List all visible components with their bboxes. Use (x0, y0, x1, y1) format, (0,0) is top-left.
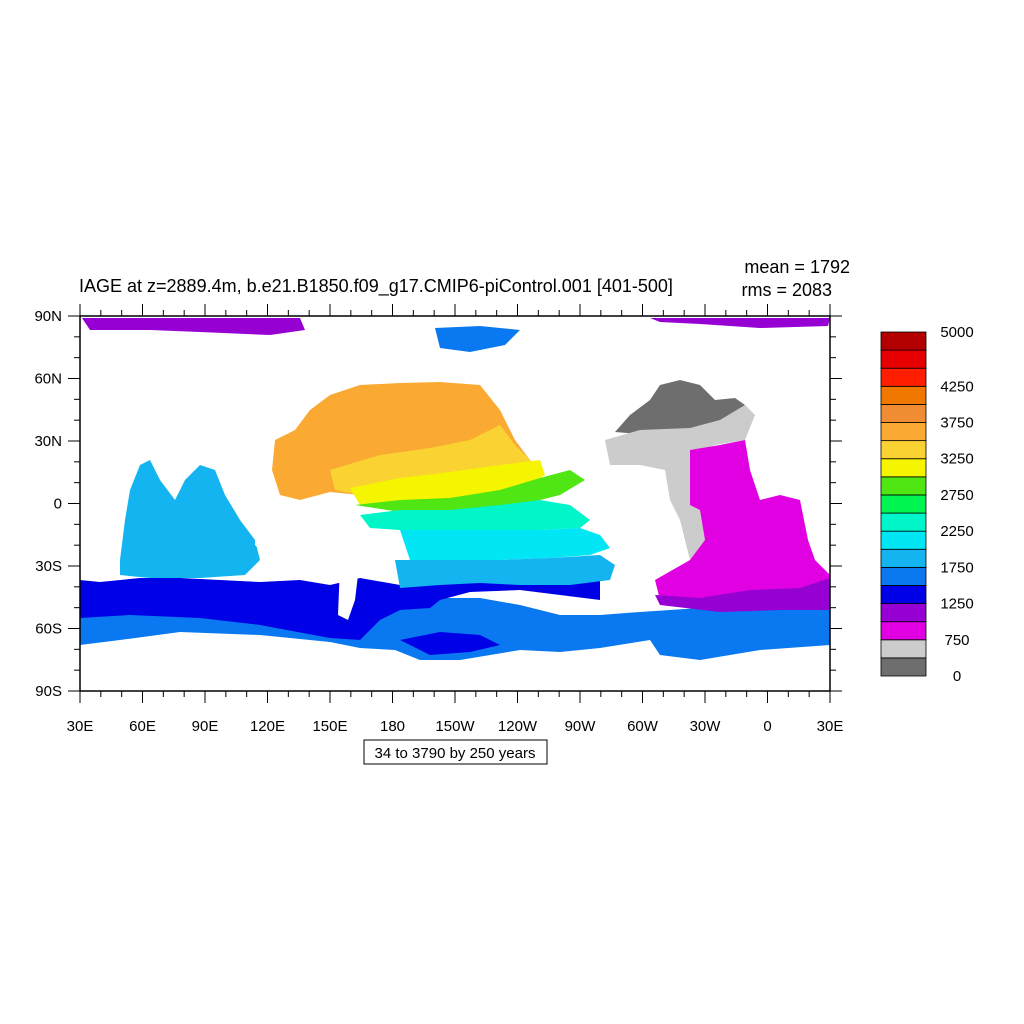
colorbar-swatch (880, 404, 927, 423)
colorbar-swatch (880, 422, 927, 442)
south-atlantic-purple (655, 578, 830, 612)
x-tick-label: 120W (498, 718, 538, 735)
colorbar-swatch (880, 349, 927, 369)
colorbar-swatch (880, 548, 927, 568)
contour-info: 34 to 3790 by 250 years (375, 745, 536, 762)
x-tick-label: 120E (250, 718, 285, 735)
greenland-sea (435, 326, 520, 352)
colorbar-swatch (880, 603, 927, 623)
colorbar-label: 5000 (940, 324, 973, 341)
x-tick-label: 60E (129, 718, 156, 735)
new-zealand-land (338, 555, 358, 620)
x-tick-label: 30W (690, 718, 722, 735)
colorbar-swatch (880, 621, 927, 641)
colorbar-swatch (880, 385, 927, 405)
colorbar-swatch (880, 512, 927, 532)
rms-value: rms = 2083 (741, 280, 832, 300)
colorbar-swatch (880, 585, 927, 604)
colorbar-swatch (880, 440, 927, 460)
colorbar-swatch (880, 566, 927, 586)
y-tick-label: 30S (35, 558, 62, 575)
colorbar-labels: 0 750 1250 1750 2250 2750 3250 3750 4250 5000 (940, 324, 973, 685)
atlantic-gray (605, 405, 755, 560)
colorbar-swatch (880, 494, 927, 514)
southern-ocean-blue-patch (400, 632, 500, 655)
south-pacific-aqua (360, 500, 590, 530)
colorbar-swatch (880, 367, 927, 387)
colorbar-label: 4250 (940, 378, 973, 395)
plot-title: IAGE at z=2889.4m, b.e21.B1850.f09_g17.C… (79, 276, 673, 297)
contour-info-box (363, 739, 548, 765)
indian-ocean (120, 460, 260, 578)
x-tick-label: 180 (380, 718, 405, 735)
x-tick-label: 30E (817, 718, 844, 735)
map-area (80, 316, 830, 691)
y-tick-label: 30N (34, 433, 62, 450)
colorbar-swatch (880, 530, 927, 550)
colorbar-label: 3250 (940, 451, 973, 468)
colorbar-swatch (880, 458, 927, 478)
arctic-ocean-east (650, 318, 830, 328)
arctic-ocean (82, 318, 305, 335)
colorbar-label: 0 (953, 668, 961, 685)
colorbar-swatch (880, 639, 927, 659)
y-tick-label: 90S (35, 683, 62, 700)
x-tick-label: 90E (192, 718, 219, 735)
colorbar (880, 331, 927, 677)
x-tick-label: 60W (627, 718, 659, 735)
mean-value: mean = 1792 (744, 257, 850, 277)
colorbar-swatch (880, 476, 927, 496)
y-tick-label: 0 (54, 496, 62, 513)
north-atlantic (615, 380, 745, 435)
x-tick-label: 150E (312, 718, 347, 735)
colorbar-swatch (880, 331, 927, 351)
colorbar-label: 1750 (940, 559, 973, 576)
x-tick-label: 150W (435, 718, 475, 735)
colorbar-swatch (880, 657, 927, 677)
y-tick-label: 60N (34, 371, 62, 388)
colorbar-label: 1250 (940, 596, 973, 613)
x-tick-labels: 30E 60E 90E 120E 150E 180 150W 120W 90W 60W 30W 0 30… (67, 718, 844, 735)
south-atlantic (655, 440, 830, 608)
equatorial-green (355, 470, 585, 512)
x-tick-label: 0 (763, 718, 771, 735)
australia-land (255, 500, 365, 570)
y-tick-label: 60S (35, 621, 62, 638)
x-tick-label: 90W (565, 718, 597, 735)
colorbar-label: 3750 (940, 415, 973, 432)
colorbar-label: 2750 (940, 487, 973, 504)
axis-ticks (68, 304, 842, 703)
south-pacific-lightblue (395, 555, 615, 588)
colorbar-label: 2250 (940, 523, 973, 540)
colorbar-label: 750 (944, 632, 969, 649)
y-tick-label: 90N (34, 308, 62, 325)
y-tick-labels: 90N 60N 30N 0 30S 60S 90S (34, 308, 62, 700)
x-tick-label: 30E (67, 718, 94, 735)
south-pacific-cyan (400, 528, 610, 560)
